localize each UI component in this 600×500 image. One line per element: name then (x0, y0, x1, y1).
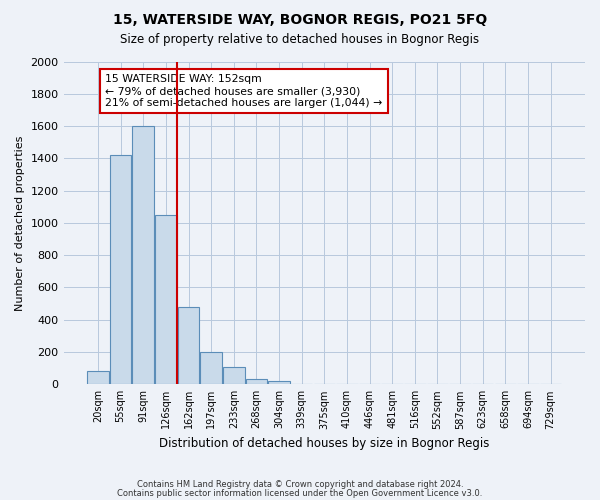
Text: Contains public sector information licensed under the Open Government Licence v3: Contains public sector information licen… (118, 489, 482, 498)
Text: Size of property relative to detached houses in Bognor Regis: Size of property relative to detached ho… (121, 32, 479, 46)
Text: 15, WATERSIDE WAY, BOGNOR REGIS, PO21 5FQ: 15, WATERSIDE WAY, BOGNOR REGIS, PO21 5F… (113, 12, 487, 26)
Y-axis label: Number of detached properties: Number of detached properties (15, 135, 25, 310)
Bar (110, 155, 131, 384)
Bar (200, 352, 222, 384)
Bar (87, 372, 109, 384)
Bar (155, 215, 176, 384)
Bar (223, 368, 245, 384)
Text: Contains HM Land Registry data © Crown copyright and database right 2024.: Contains HM Land Registry data © Crown c… (137, 480, 463, 489)
Bar (245, 378, 267, 384)
Bar (178, 307, 199, 384)
X-axis label: Distribution of detached houses by size in Bognor Regis: Distribution of detached houses by size … (159, 437, 490, 450)
Text: 15 WATERSIDE WAY: 152sqm
← 79% of detached houses are smaller (3,930)
21% of sem: 15 WATERSIDE WAY: 152sqm ← 79% of detach… (105, 74, 383, 108)
Bar (268, 381, 290, 384)
Bar (133, 126, 154, 384)
